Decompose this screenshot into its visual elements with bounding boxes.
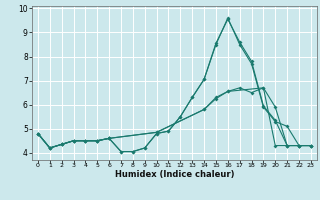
X-axis label: Humidex (Indice chaleur): Humidex (Indice chaleur) (115, 170, 234, 179)
